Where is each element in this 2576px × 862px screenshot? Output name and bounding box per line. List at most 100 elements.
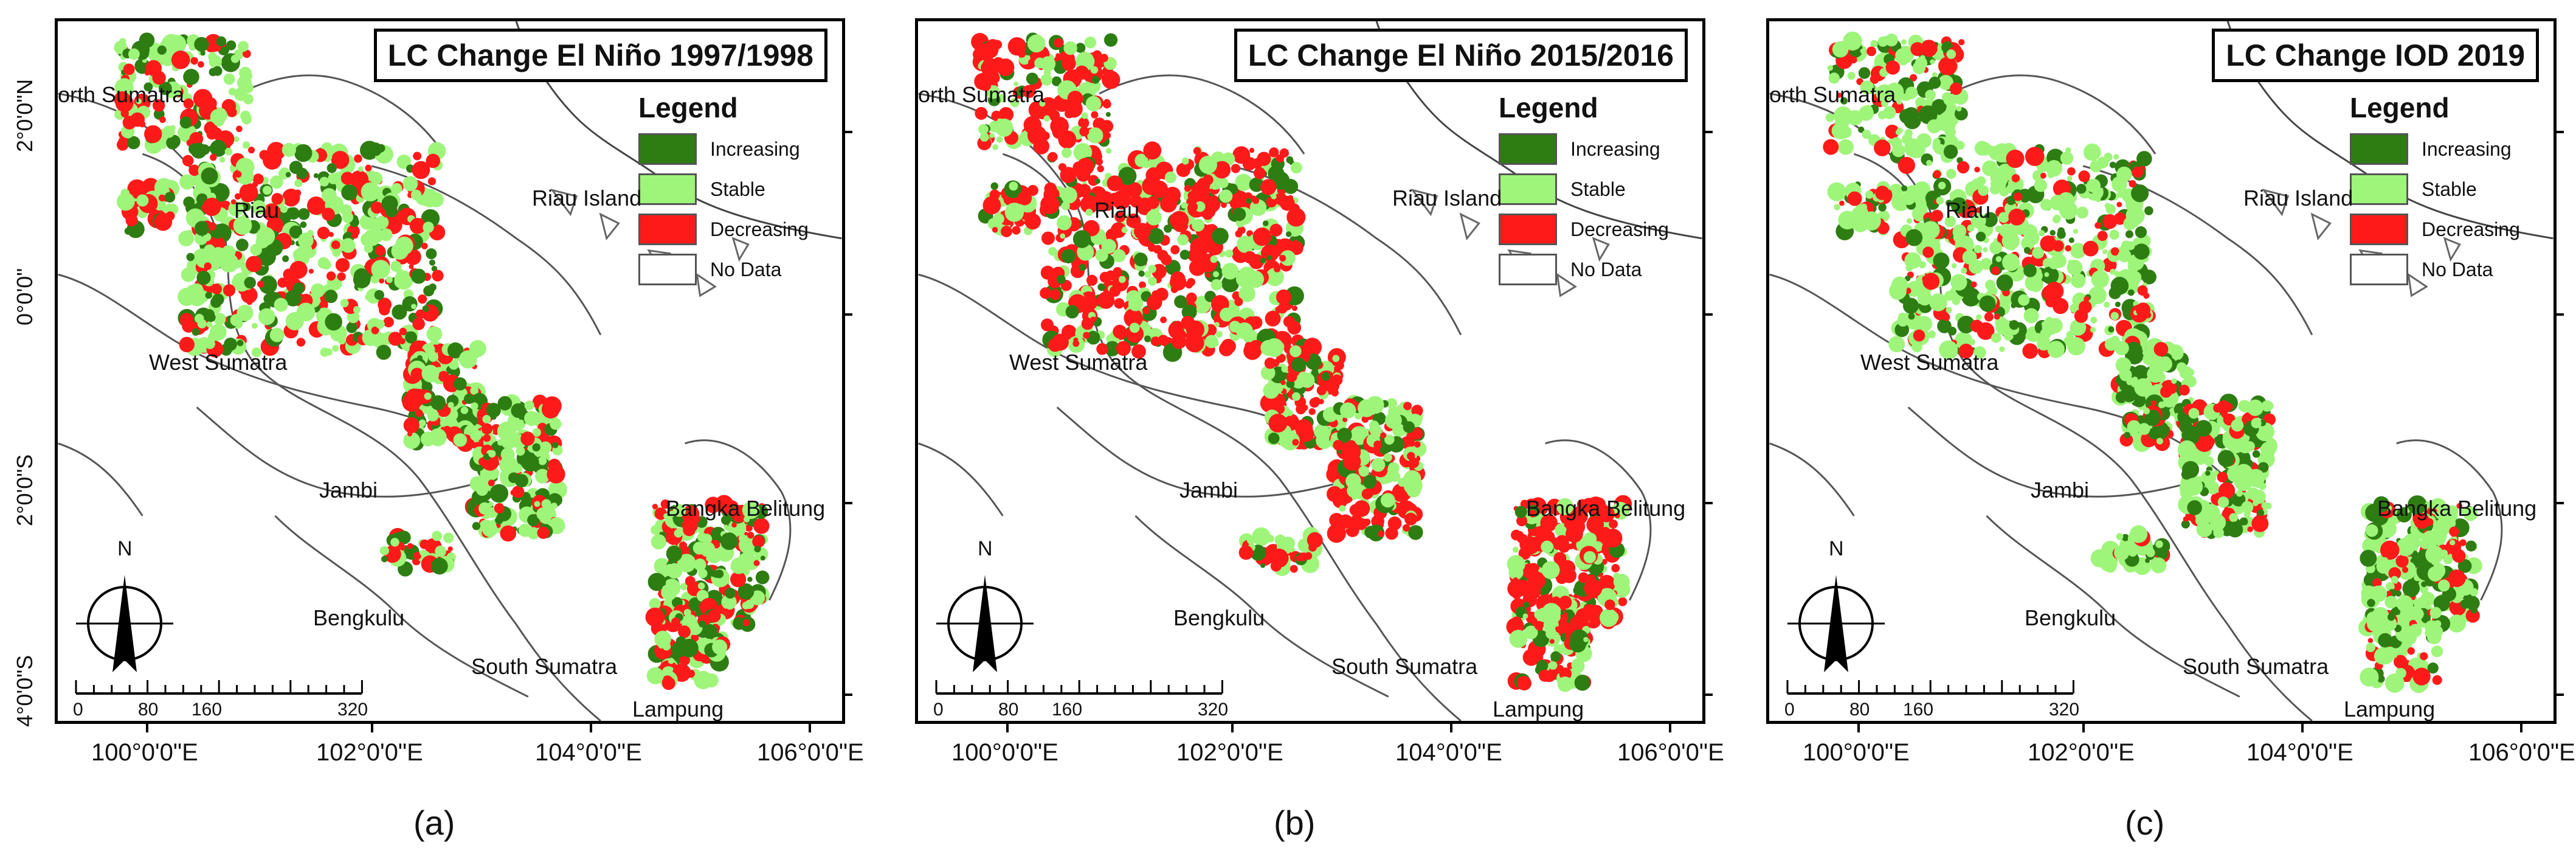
land-cover-patch [1983,212,1998,228]
land-cover-patch [2156,437,2163,445]
land-cover-patch [410,189,422,201]
land-cover-patch [2068,259,2074,265]
land-cover-patch [1904,129,1913,137]
land-cover-patch [733,617,746,630]
land-cover-patch [2136,151,2152,167]
land-cover-patch [179,174,195,190]
land-cover-patch [1078,184,1091,197]
land-cover-patch [371,231,384,243]
land-cover-patch [2045,205,2051,211]
land-cover-patch [216,36,227,47]
island-outline [1459,212,1480,241]
land-cover-patch [183,98,194,109]
land-cover-patch [2084,143,2101,161]
land-cover-patch [1999,346,2005,352]
legend-title: Legend [638,92,738,123]
land-cover-patch [371,326,379,335]
land-cover-patch [1921,221,1940,240]
land-cover-patch [405,331,418,344]
land-cover-patch [2023,247,2031,254]
land-cover-patch [2421,613,2431,624]
land-cover-patch [1600,608,1618,627]
place-label-jambi: Jambi [2031,478,2090,502]
land-cover-patch [520,431,535,446]
land-cover-patch [2076,206,2088,219]
land-cover-patch [2395,667,2406,679]
land-cover-patch [2057,229,2066,239]
land-cover-patch [1997,163,2014,179]
province-boundary [238,74,445,155]
land-cover-patch [2119,369,2132,381]
legend-label: No Data [2422,258,2493,280]
land-cover-patch [2385,582,2395,591]
land-cover-patch [707,609,721,623]
land-cover-patch [1907,140,1925,158]
land-cover-patch [440,420,447,427]
legend-title: Legend [2350,92,2450,123]
land-cover-patch [1367,524,1385,541]
land-cover-patch [1946,169,1956,179]
land-cover-patch [1916,316,1933,332]
land-cover-patch [1246,270,1264,288]
land-cover-patch [1279,195,1295,211]
land-cover-patch [1823,139,1839,155]
land-cover-patch [754,545,761,553]
land-cover-patch [1225,249,1234,258]
land-cover-patch [420,549,426,556]
land-cover-patch [241,214,249,221]
land-cover-patch [332,248,341,257]
land-cover-patch [1895,48,1910,63]
land-cover-patch [683,609,691,617]
land-cover-patch [1970,319,1983,333]
land-cover-patch [1975,207,1982,214]
land-cover-patch [2457,559,2472,573]
land-cover-patch [2116,166,2132,182]
land-cover-patch [511,403,526,419]
land-cover-patch [721,594,737,610]
land-cover-patch [1039,100,1046,107]
land-cover-patch [679,541,688,550]
land-cover-patch [1170,245,1180,255]
land-cover-patch [2052,297,2069,315]
land-cover-patch [281,142,296,158]
land-cover-patch [1247,537,1254,544]
land-cover-patch [2155,540,2163,548]
land-cover-patch [1177,234,1189,246]
land-cover-patch [2409,532,2421,543]
land-cover-patch [1919,56,1925,61]
land-cover-patch [500,525,517,542]
land-cover-patch [1877,221,1890,235]
land-cover-patch [1150,180,1169,198]
land-cover-patch [2147,375,2153,380]
legend-item: Increasing [2350,129,2544,169]
scale-label: 0 [73,700,83,720]
land-cover-patch [1164,224,1172,233]
land-cover-patch [1339,505,1346,512]
land-cover-patch [1117,332,1125,340]
land-cover-patch [1096,343,1108,355]
land-cover-patch [1414,441,1421,448]
land-cover-patch [651,525,661,535]
legend-label: Stable [710,178,765,200]
land-cover-patch [197,319,207,328]
land-cover-patch [1040,56,1056,72]
north-arrow-icon: N [1781,537,1891,678]
land-cover-patch [1111,190,1131,210]
land-cover-patch [1074,65,1089,80]
land-cover-patch [158,82,172,96]
land-cover-patch [1970,213,1986,229]
land-cover-patch [1609,520,1618,529]
land-cover-patch [1318,398,1324,405]
land-cover-patch [1936,144,1946,153]
land-cover-patch [211,283,223,294]
land-cover-patch [1048,247,1057,256]
land-cover-patch [423,221,434,233]
land-cover-patch [1093,50,1102,60]
land-cover-patch [292,192,299,199]
place-label-bangka-belitung: Bangka Belitung [2377,496,2537,521]
land-cover-patch [1583,551,1596,564]
land-cover-patch [1559,560,1576,576]
scale-label: 160 [1052,700,1083,720]
land-cover-patch [1933,170,1941,179]
land-cover-patch [1403,401,1412,411]
